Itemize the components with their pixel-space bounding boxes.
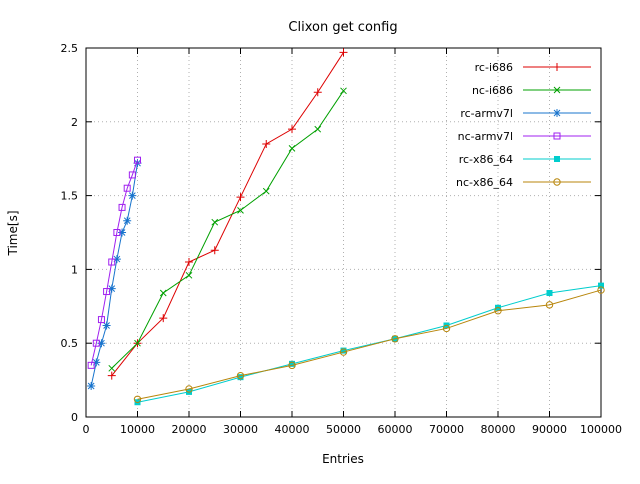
svg-text:2.5: 2.5 bbox=[61, 42, 79, 55]
legend-item-nc-armv7l: nc-armv7l bbox=[458, 130, 591, 143]
series-nc-armv7l bbox=[87, 156, 141, 369]
svg-text:100000: 100000 bbox=[580, 423, 622, 436]
svg-text:30000: 30000 bbox=[223, 423, 258, 436]
chart-title: Clixon get config bbox=[288, 20, 397, 35]
legend-item-rc-i686: rc-i686 bbox=[475, 61, 591, 74]
series-rc-armv7l bbox=[87, 159, 142, 391]
legend-item-nc-i686: nc-i686 bbox=[472, 84, 591, 97]
legend: rc-i686 nc-i686 rc-armv7l nc-armv7l rc-x86_6… bbox=[456, 61, 591, 189]
svg-text:rc-armv7l: rc-armv7l bbox=[460, 107, 513, 120]
svg-text:70000: 70000 bbox=[429, 423, 464, 436]
series-nc-x86_64 bbox=[133, 286, 605, 403]
svg-text:0.5: 0.5 bbox=[61, 337, 79, 350]
svg-text:rc-x86_64: rc-x86_64 bbox=[459, 153, 513, 166]
series-rc-i686 bbox=[107, 48, 348, 380]
x-axis-label: Entries bbox=[322, 452, 364, 466]
plot-area: 0 10000 20000 30000 40000 50000 60000 70000 8000… bbox=[61, 42, 623, 436]
svg-text:40000: 40000 bbox=[275, 423, 310, 436]
svg-text:50000: 50000 bbox=[326, 423, 361, 436]
legend-item-rc-armv7l: rc-armv7l bbox=[460, 107, 591, 120]
svg-text:90000: 90000 bbox=[532, 423, 567, 436]
svg-text:nc-armv7l: nc-armv7l bbox=[458, 130, 513, 143]
svg-text:10000: 10000 bbox=[120, 423, 155, 436]
svg-text:2: 2 bbox=[71, 116, 78, 129]
series-rc-x86_64 bbox=[134, 282, 604, 406]
y-axis-label: Time[s] bbox=[6, 211, 20, 257]
svg-text:1.5: 1.5 bbox=[61, 190, 79, 203]
svg-text:20000: 20000 bbox=[172, 423, 207, 436]
legend-item-rc-x86_64: rc-x86_64 bbox=[459, 153, 591, 166]
series-nc-i686 bbox=[108, 87, 347, 372]
tick-labels: 0 10000 20000 30000 40000 50000 60000 70000 8000… bbox=[61, 42, 623, 436]
legend-item-nc-x86_64: nc-x86_64 bbox=[456, 176, 591, 189]
svg-text:0: 0 bbox=[71, 411, 78, 424]
svg-text:80000: 80000 bbox=[481, 423, 516, 436]
svg-text:rc-i686: rc-i686 bbox=[475, 61, 513, 74]
svg-text:0: 0 bbox=[83, 423, 90, 436]
svg-text:60000: 60000 bbox=[378, 423, 413, 436]
svg-text:1: 1 bbox=[71, 263, 78, 276]
svg-text:nc-i686: nc-i686 bbox=[472, 84, 513, 97]
grid-lines bbox=[86, 48, 601, 417]
svg-text:nc-x86_64: nc-x86_64 bbox=[456, 176, 513, 189]
axis-ticks bbox=[85, 47, 602, 418]
